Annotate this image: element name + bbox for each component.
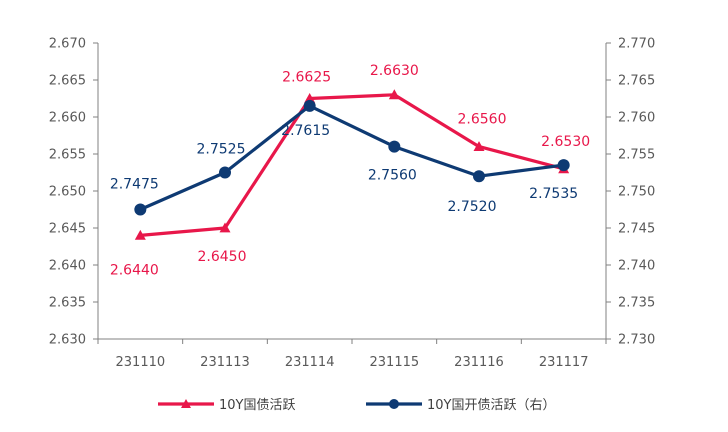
data-point xyxy=(388,89,400,100)
x-tick-label: 231110 xyxy=(116,355,166,370)
y-right-tick-label: 2.730 xyxy=(618,333,655,348)
series-layer xyxy=(134,89,570,240)
y-right-tick-label: 2.765 xyxy=(618,74,655,89)
x-tick-label: 231117 xyxy=(539,355,589,370)
y-left-tick-label: 2.630 xyxy=(49,333,86,348)
series-line-2 xyxy=(139,104,564,211)
y-right-tick-label: 2.750 xyxy=(618,185,655,200)
data-label: 2.6625 xyxy=(282,70,331,86)
data-label: 2.7525 xyxy=(197,142,246,158)
y-left-tick-label: 2.655 xyxy=(49,148,86,163)
y-right-tick-label: 2.770 xyxy=(618,37,655,52)
legend-label: 10Y国债活跃 xyxy=(219,398,295,413)
data-point xyxy=(473,170,485,183)
x-tick-label: 231113 xyxy=(200,355,250,370)
data-labels: 2.6440 2.6450 2.6625 2.6630 2.6560 2.6530 2.74… xyxy=(110,63,590,279)
legend-marker xyxy=(389,399,399,409)
data-point xyxy=(219,222,231,233)
x-tick-label: 231116 xyxy=(454,355,504,370)
y-left-tick-label: 2.660 xyxy=(49,111,86,126)
y-left-tick-label: 2.670 xyxy=(49,37,86,52)
data-label: 2.6560 xyxy=(458,112,507,128)
legend-marker xyxy=(181,399,191,408)
data-point xyxy=(134,203,147,216)
data-label: 2.7520 xyxy=(448,199,497,215)
data-label: 2.6440 xyxy=(110,262,159,278)
y-right-tick-label: 2.740 xyxy=(618,259,655,274)
data-label: 2.7560 xyxy=(368,168,417,184)
data-point xyxy=(557,159,570,172)
y-right-tick-label: 2.755 xyxy=(618,148,655,163)
legend: 10Y国债活跃 10Y国开债活跃（右） xyxy=(158,398,555,413)
data-point xyxy=(303,99,316,112)
y-left-tick-label: 2.640 xyxy=(49,259,86,274)
x-tick-label: 231115 xyxy=(370,355,420,370)
data-label: 2.7475 xyxy=(110,177,159,193)
data-point xyxy=(134,229,146,240)
data-label: 2.6630 xyxy=(370,63,419,79)
series-line-1 xyxy=(140,93,565,237)
data-label: 2.6450 xyxy=(198,249,247,265)
data-label: 2.7535 xyxy=(529,186,578,202)
y-left-tick-label: 2.635 xyxy=(49,296,86,311)
axes: 2.630 2.635 2.640 2.645 2.650 2.655 2.660 2.665… xyxy=(49,37,655,371)
y-right-tick-label: 2.745 xyxy=(618,222,655,237)
data-point xyxy=(219,166,231,179)
data-point xyxy=(473,141,485,151)
data-label: 2.7615 xyxy=(281,123,330,139)
data-label: 2.6530 xyxy=(541,134,590,150)
x-tick-label: 231114 xyxy=(285,355,335,370)
y-left-tick-label: 2.645 xyxy=(49,222,86,237)
data-point xyxy=(304,93,316,103)
y-right-tick-label: 2.735 xyxy=(618,296,655,311)
data-point xyxy=(388,140,401,153)
y-right-tick-label: 2.760 xyxy=(618,111,655,126)
y-left-tick-label: 2.665 xyxy=(49,74,86,89)
legend-label: 10Y国开债活跃（右） xyxy=(427,398,555,413)
y-left-tick-label: 2.650 xyxy=(49,185,86,200)
